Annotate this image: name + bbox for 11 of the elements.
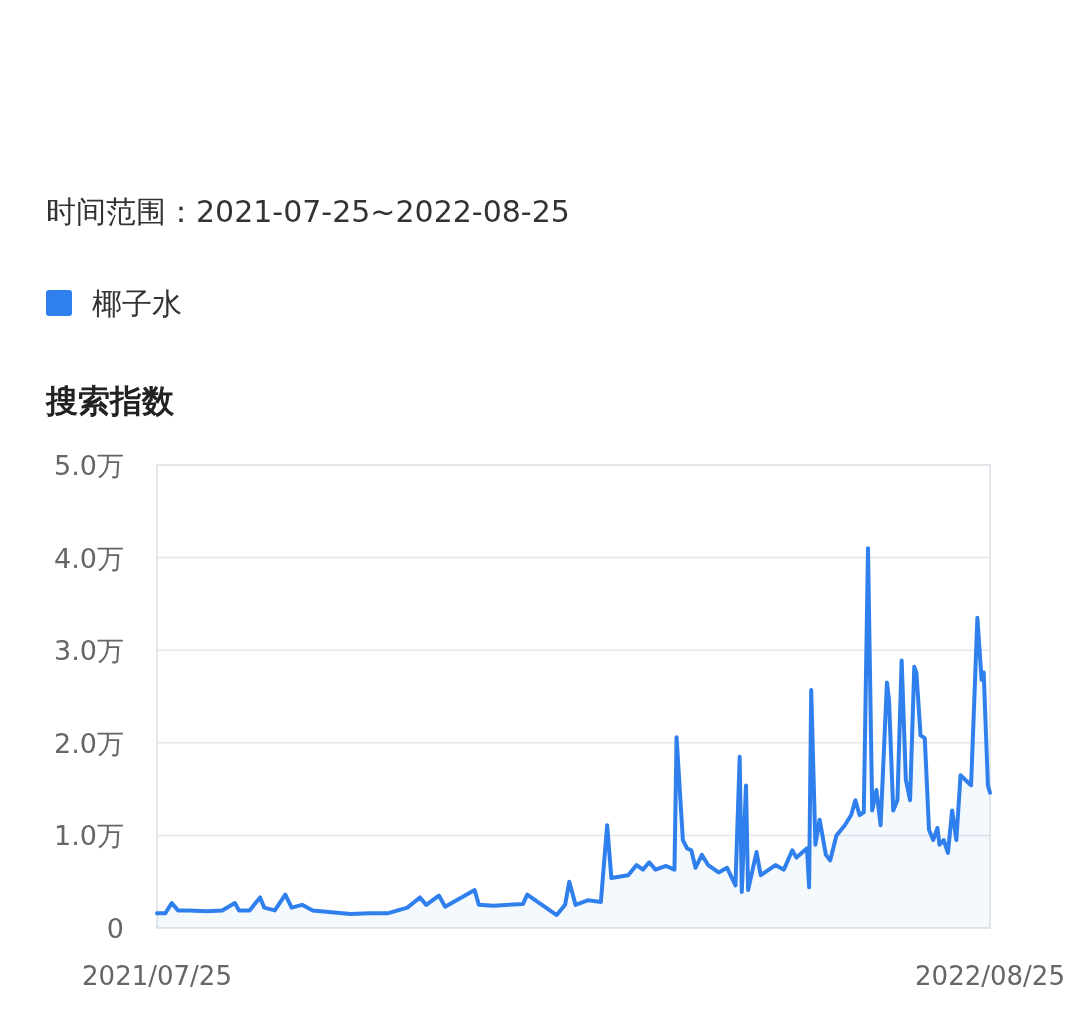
y-tick-label: 4.0万 — [54, 542, 124, 574]
y-tick-label: 5.0万 — [54, 450, 124, 481]
y-axis-title: 搜索指数 — [45, 382, 175, 420]
y-tick-label: 0 — [106, 913, 124, 944]
y-tick-label: 1.0万 — [54, 820, 124, 852]
x-tick-label: 2022/08/25 — [915, 961, 1065, 991]
chart-subtitle: 时间范围：2021-07-25~2022-08-25 — [46, 194, 570, 229]
legend-label: 椰子水 — [92, 286, 182, 321]
x-tick-label: 2021/07/25 — [82, 961, 232, 991]
y-tick-label: 2.0万 — [54, 727, 124, 759]
y-tick-label: 3.0万 — [54, 635, 124, 667]
